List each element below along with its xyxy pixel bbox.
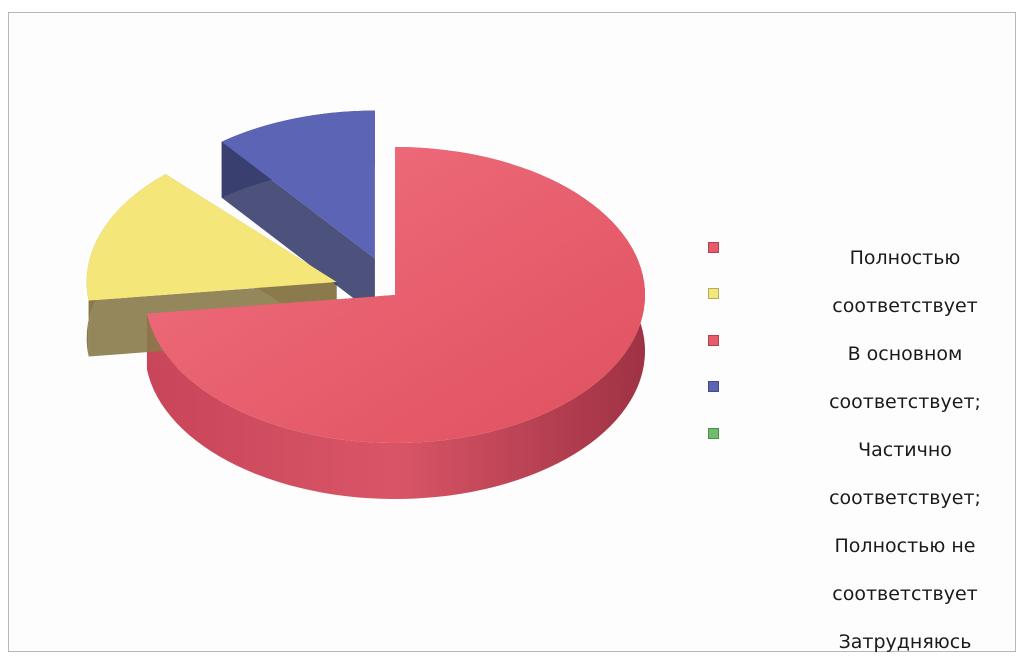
pie-slice-3 bbox=[221, 110, 375, 259]
legend-marker-4 bbox=[708, 428, 719, 439]
legend-marker-2 bbox=[708, 335, 719, 346]
legend-marker-1 bbox=[708, 288, 719, 299]
legend-marker-0 bbox=[708, 242, 719, 253]
pie-slice-1 bbox=[86, 174, 337, 301]
legend-text: Полностью соответствует В основном соотв… bbox=[829, 247, 981, 653]
pie-slice-0 bbox=[146, 147, 646, 443]
legend: Полностью соответствует В основном соотв… bbox=[700, 236, 1000, 660]
legend-marker-3 bbox=[708, 381, 719, 392]
pie-slice-wall-3-0 bbox=[221, 141, 375, 315]
